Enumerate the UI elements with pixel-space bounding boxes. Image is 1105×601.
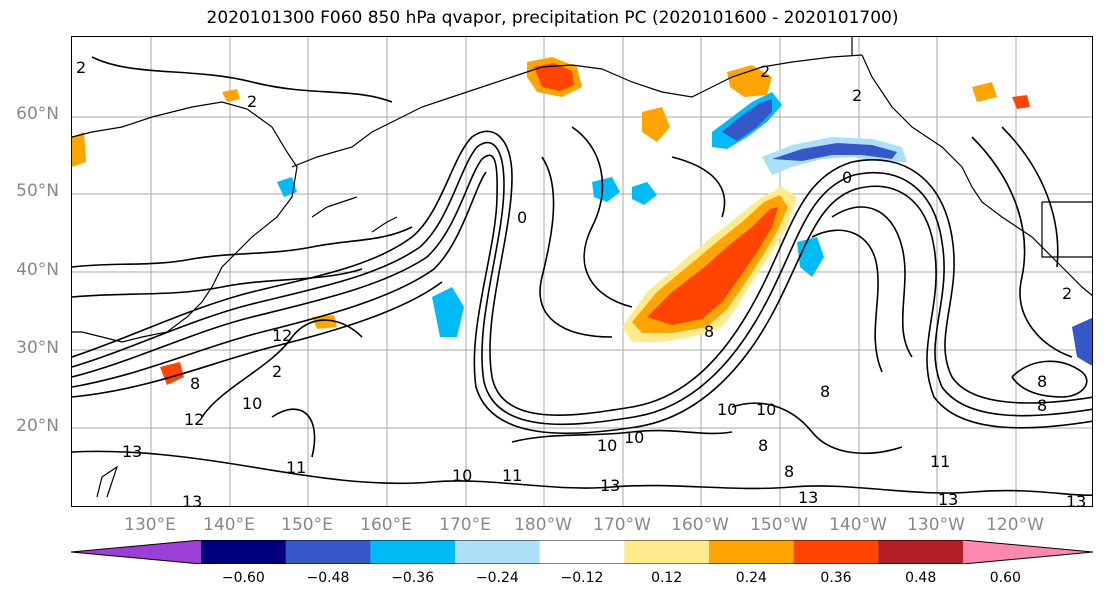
colorbar-tick-label: −0.36 [391,570,435,586]
colorbar [71,540,1093,564]
contour-label: 8 [190,374,200,393]
colorbar-tick-label: −0.12 [560,570,604,586]
lon-label-160e: 160°E [360,515,412,535]
contour-label: 2 [76,58,86,77]
colorbar-tick-label: 0.48 [905,570,937,586]
colorbar-segment [878,540,964,564]
lon-label-130w: 130°W [907,515,965,535]
colorbar-tick-label: −0.60 [221,570,265,586]
contour-label: 2 [760,62,770,81]
colorbar-segment [709,540,795,564]
colorbar-tick-label: −0.24 [475,570,519,586]
contour-label: 13 [600,476,620,495]
colorbar-tick-label: 0.60 [989,570,1021,586]
contour-label: 12 [184,410,204,429]
coastlines [72,37,1092,498]
contour-label: 11 [286,458,306,477]
precip-shading [72,57,1092,385]
contour-label: 2 [272,362,282,381]
contour-label: 8 [1037,396,1047,415]
contour-label-group: 2 2 2 2 0 0 12 8 12 10 2 13 13 11 10 11 … [76,58,1086,507]
lon-label-170e: 170°E [439,515,491,535]
lon-label-120w: 120°W [986,515,1044,535]
colorbar-tick-label: 0.36 [820,570,852,586]
map-title: 2020101300 F060 850 hPa qvapor, precipit… [206,8,899,28]
qvapor-contours [72,56,1092,497]
colorbar-tick-label: 0.24 [735,570,767,586]
colorbar-extend-low [71,540,201,564]
colorbar-segment [624,540,710,564]
contour-label: 13 [122,442,142,461]
contour-label: 0 [842,168,852,187]
contour-label: 13 [182,492,202,507]
contour-label: 2 [852,86,862,105]
contour-label: 8 [820,382,830,401]
lon-label-130e: 130°E [124,515,176,535]
contour-label: 10 [242,394,262,413]
contour-label: 8 [1037,372,1047,391]
contour-label: 8 [704,322,714,341]
colorbar-tick-label: −0.48 [306,570,350,586]
map-panel: 2 2 2 2 0 0 12 8 12 10 2 13 13 11 10 11 … [71,36,1093,507]
contour-label: 2 [1062,284,1072,303]
map-canvas: 2 2 2 2 0 0 12 8 12 10 2 13 13 11 10 11 … [72,37,1092,507]
colorbar-segment [285,540,371,564]
contour-label: 11 [930,452,950,471]
colorbar-segment [455,540,541,564]
colorbar-tick-label: 0.12 [651,570,683,586]
colorbar-segment [793,540,879,564]
contour-label: 10 [756,400,776,419]
lon-label-170w: 170°W [593,515,651,535]
lat-label-20n: 20°N [16,416,59,436]
lon-label-180w: 180°W [514,515,572,535]
lon-label-160w: 160°W [671,515,729,535]
contour-label: 13 [1066,492,1086,507]
colorbar-segment [201,540,287,564]
colorbar-segment [539,540,625,564]
contour-label: 10 [717,400,737,419]
lat-label-30n: 30°N [16,338,59,358]
lon-label-150w: 150°W [750,515,808,535]
contour-label: 10 [452,466,472,485]
contour-label: 12 [272,326,292,345]
lon-label-150e: 150°E [281,515,333,535]
contour-label: 8 [758,436,768,455]
lon-label-140e: 140°E [203,515,255,535]
contour-label: 0 [517,208,527,227]
contour-label: 10 [597,436,617,455]
contour-label: 13 [938,490,958,507]
lat-label-60n: 60°N [16,104,59,124]
contour-label: 8 [784,462,794,481]
colorbar-extend-high [963,540,1093,564]
colorbar-segment [370,540,456,564]
lat-label-40n: 40°N [16,260,59,280]
contour-label: 10 [624,428,644,447]
graticule [72,37,1092,506]
contour-label: 11 [502,466,522,485]
contour-label: 13 [798,488,818,507]
lat-label-50n: 50°N [16,181,59,201]
lon-label-140w: 140°W [829,515,887,535]
contour-label: 2 [247,92,257,111]
